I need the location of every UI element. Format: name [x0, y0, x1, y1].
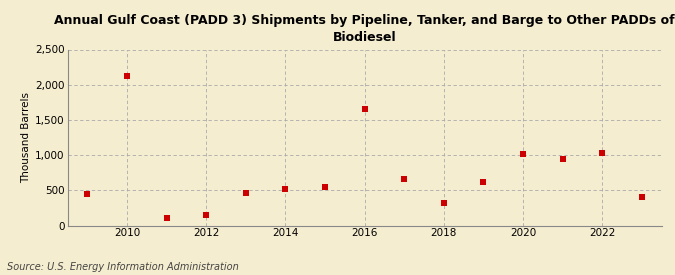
- Point: [200, 213, 211, 217]
- Point: [597, 151, 608, 155]
- Point: [518, 152, 529, 156]
- Point: [280, 187, 291, 191]
- Point: [161, 216, 172, 220]
- Text: Source: U.S. Energy Information Administration: Source: U.S. Energy Information Administ…: [7, 262, 238, 272]
- Title: Annual Gulf Coast (PADD 3) Shipments by Pipeline, Tanker, and Barge to Other PAD: Annual Gulf Coast (PADD 3) Shipments by …: [54, 14, 675, 44]
- Point: [438, 201, 449, 205]
- Point: [240, 191, 251, 195]
- Point: [557, 156, 568, 161]
- Point: [359, 107, 370, 112]
- Y-axis label: Thousand Barrels: Thousand Barrels: [21, 92, 31, 183]
- Point: [122, 73, 132, 78]
- Point: [399, 177, 410, 181]
- Point: [478, 180, 489, 184]
- Point: [319, 185, 330, 189]
- Point: [637, 195, 647, 200]
- Point: [82, 192, 92, 196]
